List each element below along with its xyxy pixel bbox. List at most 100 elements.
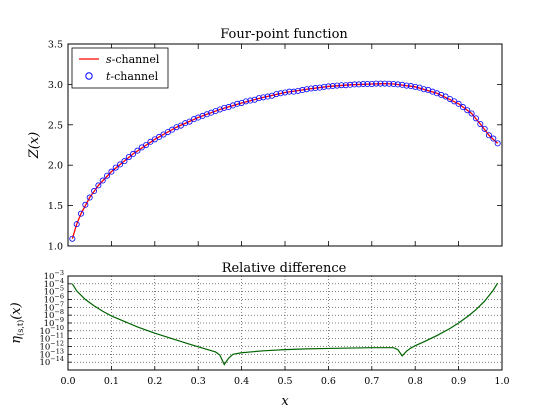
point-t-channel [130, 150, 137, 157]
point-t-channel [381, 80, 388, 87]
point-t-channel [104, 172, 111, 179]
point-t-channel [368, 80, 375, 87]
point-t-channel [494, 140, 501, 147]
point-t-channel [355, 81, 362, 88]
bottom-chart-title: Relative difference [222, 261, 347, 276]
point-t-channel [325, 83, 332, 90]
point-t-channel [464, 107, 471, 114]
bottom-y-tick-label: 10−11 [39, 332, 64, 345]
point-t-channel [481, 125, 488, 132]
bottom-x-tick-label: 0.4 [234, 376, 249, 387]
point-t-channel [403, 82, 410, 89]
point-t-channel [407, 83, 414, 90]
point-t-channel [472, 115, 479, 122]
series-line-relative-difference [71, 282, 499, 366]
bottom-y-tick-label: 10−5 [44, 285, 64, 298]
bottom-y-tick-label: 10−8 [44, 308, 64, 321]
point-t-channel [390, 80, 397, 87]
point-t-channel [490, 135, 497, 142]
point-t-channel [286, 88, 293, 95]
point-t-channel [329, 83, 336, 90]
point-t-channel [121, 158, 128, 165]
point-t-channel [86, 194, 93, 201]
top-series [69, 80, 501, 242]
point-t-channel [91, 188, 98, 195]
point-t-channel [373, 80, 380, 87]
legend: s-channel t-channel [71, 47, 169, 89]
point-t-channel [459, 104, 466, 111]
top-y-tick-label: 2.0 [48, 161, 63, 172]
point-t-channel [412, 83, 419, 90]
point-t-channel [316, 84, 323, 91]
bottom-x-tick-label: 0.2 [147, 376, 162, 387]
bottom-x-tick-label: 0.8 [408, 376, 423, 387]
point-t-channel [477, 120, 484, 127]
point-t-channel [347, 81, 354, 88]
legend-box [71, 47, 169, 89]
top-chart: Four-point function 1.0 1.5 2.0 2.5 3.0 3.5 Z… [27, 27, 503, 253]
series-line-s-channel [71, 82, 499, 239]
top-y-tick-label: 3.5 [48, 40, 63, 51]
point-t-channel [295, 87, 302, 94]
point-t-channel [468, 110, 475, 117]
bottom-x-tick-label: 0.6 [321, 376, 336, 387]
point-t-channel [364, 80, 371, 87]
point-t-channel [112, 164, 119, 171]
point-t-channel [399, 81, 406, 88]
point-t-channel [260, 94, 267, 101]
bottom-x-tick-label: 1.0 [494, 376, 509, 387]
bottom-plot-frame [67, 275, 503, 371]
point-t-channel [69, 235, 76, 242]
point-t-channel [394, 81, 401, 88]
point-t-channel [485, 132, 492, 139]
top-y-tick-label: 1.0 [48, 242, 63, 253]
bottom-x-tick-label: 0.3 [191, 376, 206, 387]
bottom-y-tick-label: 10−14 [39, 355, 64, 368]
point-t-channel [290, 88, 297, 95]
top-y-tick-label: 3.0 [48, 80, 63, 91]
point-t-channel [82, 201, 89, 208]
point-t-channel [143, 141, 150, 148]
point-t-channel [281, 89, 288, 96]
bottom-y-tick-label: 10−9 [44, 316, 64, 329]
point-t-channel [255, 95, 262, 102]
bottom-x-tick-label: 0.1 [104, 376, 119, 387]
point-t-channel [273, 91, 280, 98]
bottom-y-axis-label: η(s,t)(x) [9, 302, 25, 343]
point-t-channel [125, 154, 132, 161]
point-t-channel [117, 161, 124, 168]
bottom-y-tick-label: 10−3 [44, 269, 64, 282]
bottom-y-tick-label: 10−7 [44, 300, 64, 313]
bottom-x-axis-label: x [281, 394, 289, 409]
bottom-x-tick-label: 0.9 [451, 376, 466, 387]
point-t-channel [308, 85, 315, 92]
legend-label-s-channel: s-channel [106, 53, 160, 66]
bottom-y-tick-label: 10−4 [44, 277, 64, 290]
point-t-channel [99, 177, 106, 184]
bottom-x-tick-label: 0.5 [277, 376, 292, 387]
point-t-channel [386, 80, 393, 87]
bottom-series [71, 282, 499, 366]
point-t-channel [264, 93, 271, 100]
bottom-y-tick-label: 10−6 [44, 293, 64, 306]
point-t-channel [299, 87, 306, 94]
point-t-channel [351, 81, 358, 88]
point-t-channel [377, 80, 384, 87]
point-t-channel [420, 86, 427, 93]
bottom-y-tick-label: 10−13 [39, 347, 64, 360]
bottom-y-ticks: 10−310−410−510−610−710−810−910−1010−1110… [39, 269, 72, 368]
bottom-x-ticks: 0.0 0.1 0.2 0.3 0.4 0.5 0.6 0.7 0.8 0.9 1.0 [60, 366, 510, 387]
top-chart-title: Four-point function [220, 27, 348, 42]
point-t-channel [221, 104, 228, 111]
bottom-y-tick-label: 10−12 [39, 340, 64, 353]
point-t-channel [455, 100, 462, 107]
point-t-channel [303, 86, 310, 93]
bottom-x-tick-label: 0.7 [364, 376, 379, 387]
point-t-channel [78, 210, 85, 217]
point-t-channel [321, 83, 328, 90]
bottom-x-tick-label: 0.0 [60, 376, 75, 387]
top-plot-frame [67, 43, 503, 247]
point-t-channel [242, 98, 249, 105]
point-t-channel [338, 82, 345, 89]
